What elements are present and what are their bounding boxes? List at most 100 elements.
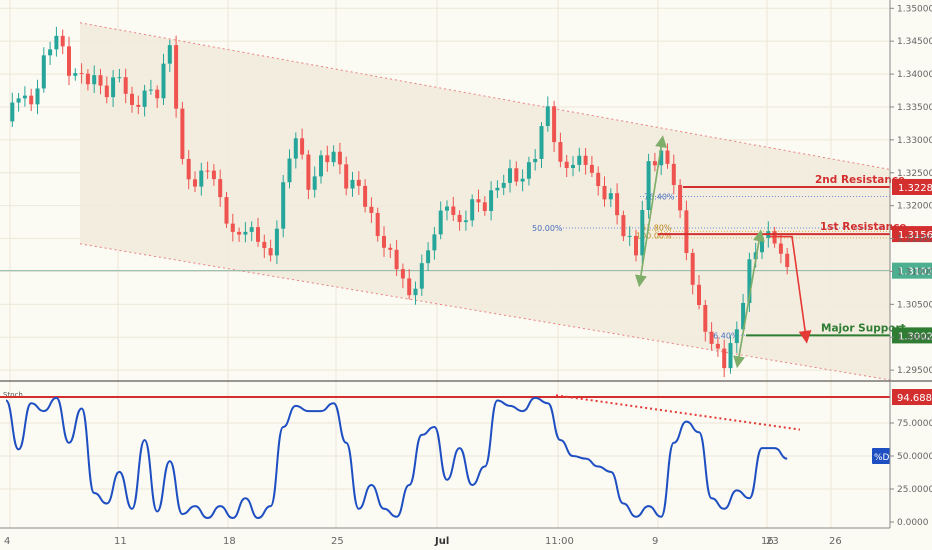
candle-body [167,45,172,64]
current-price-tag [892,262,932,279]
candle-body [41,55,46,89]
candle-body [495,187,500,191]
candle-body [249,227,254,232]
candle-body [665,150,670,164]
candle-body [413,288,418,296]
candle-body [237,231,242,235]
x-tick-label: 11 [114,536,127,547]
candle-body [35,88,40,105]
candle-body [218,179,223,198]
candle-body [508,168,512,183]
candle-body [186,158,191,180]
candle-body [123,77,128,94]
candle-body [104,85,109,98]
candle-body [760,237,764,253]
level-price-text-0: 1.32284 [898,183,932,194]
candle-body [67,46,71,76]
candle-body [92,75,97,85]
candle-body [785,253,790,268]
candle-body [224,197,229,224]
level-name-2: Major Support [821,322,906,334]
candle-body [564,161,569,169]
candle-body [659,150,664,166]
candle-body [356,179,361,186]
candle-body [470,199,475,221]
y-tick-label: 1.31500 [897,235,932,245]
y-tick-label: 1.32500 [897,169,932,179]
candle-body [671,163,676,185]
candle-body [690,252,695,285]
candle-body [489,190,494,212]
candle-body [426,250,431,264]
candle-body [571,164,575,169]
stochastic-panel: Stoch 94.6881 %D [0,380,932,520]
candle-body [281,182,286,229]
candle-body [148,89,153,91]
candle-body [545,106,550,127]
candle-body [98,75,103,86]
y-tick-label: 1.30000 [897,333,932,343]
down-arrow-2 [733,235,761,369]
x-tick-label: 23 [766,536,779,547]
level-price-tag-0 [892,178,932,195]
candle-body [382,236,386,248]
candle-body [117,77,122,79]
candle-body [363,185,368,207]
candle-body [747,259,752,303]
candle-body [596,172,601,187]
stoch-legend-tag [872,448,890,464]
candle-body [526,162,531,179]
level-price-tag-1 [892,226,932,243]
fib-label-50: 50.00% [532,224,563,233]
stoch-label: Stoch [3,391,23,399]
candle-body [319,155,323,177]
y-tick-label: 1.31000 [897,267,932,277]
candle-body [211,170,216,180]
stoch-legend-text: %D [874,453,890,463]
candle-body [652,161,657,166]
y-tick-label: 1.34500 [897,37,932,47]
candle-body [375,212,380,237]
x-tick-label: 9 [652,536,658,547]
candle-body [16,98,21,103]
candle-body [577,155,582,165]
candle-body [407,278,412,296]
candle-body [287,158,292,183]
candle-body [558,142,563,162]
candle-body [514,168,519,182]
candle-body [703,305,708,332]
candle-body [457,214,462,223]
y-tick-label: 1.34000 [897,70,932,80]
candle-body [243,231,248,235]
candle-body [111,77,116,98]
candle-body [161,63,166,99]
y-tick-label: 1.29500 [897,366,932,376]
candle-body [73,73,78,76]
candle-body [256,227,260,242]
stoch-level-text: 94.6881 [897,393,932,404]
channel-upper-line [79,22,891,170]
candle-body [394,249,399,270]
fibonacci-lines: 50.00% 76.40% 61.80%100.00% 76.40% [532,192,890,340]
candle-body [539,126,544,159]
y-tick-label: 1.32000 [897,202,932,212]
candle-body [445,206,449,211]
x-tick-label: Jul [434,536,449,547]
candle-body [306,154,311,190]
level-price-text-1: 1.31568 [898,230,932,241]
candle-body [684,210,689,253]
y-tick-label: 1.33500 [897,103,932,113]
candle-body [22,95,27,99]
candle-body [734,329,739,344]
current-price-text: 1.31012 [898,267,932,278]
candle-body [438,210,443,235]
candle-body [369,206,374,213]
candle-body [419,263,424,289]
candle-body [463,220,468,223]
y-tick-label: 1.35000 [897,4,932,14]
candle-body [728,343,733,369]
x-tick-label: 4 [4,536,10,547]
candle-body [325,155,330,163]
